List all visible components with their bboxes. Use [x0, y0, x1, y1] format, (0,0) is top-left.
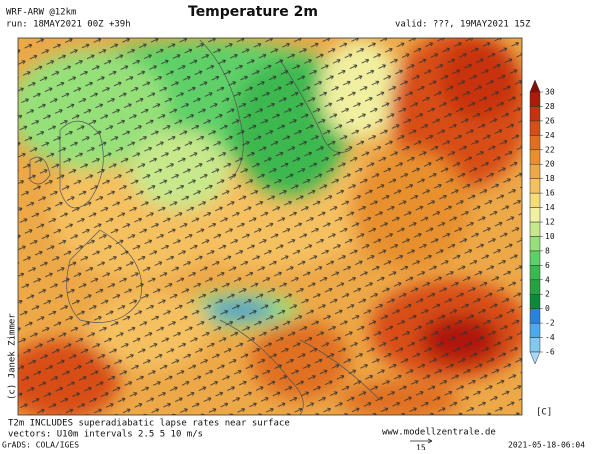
colorbar-tick-label: 18: [545, 174, 555, 183]
colorbar-tick-label: 24: [545, 131, 555, 140]
map-title: Temperature 2m: [188, 4, 318, 20]
colorbar-segment: [529, 279, 541, 295]
wind-vectors: [18, 38, 522, 415]
colorbar-tick-label: 26: [545, 116, 555, 125]
colorbar-segment: [529, 322, 541, 338]
website: www.modellzentrale.de: [382, 428, 496, 438]
credit: (c) Janek Zimmer: [8, 313, 18, 400]
colorbar-unit: [C]: [536, 408, 552, 418]
colorbar-segment: [529, 163, 541, 179]
colorbar-tick-label: 14: [545, 203, 555, 212]
colorbar-tick-label: 28: [545, 102, 555, 111]
colorbar-tick-label: -4: [545, 333, 555, 342]
run-label: run: 18MAY2021 00Z +39h: [6, 20, 131, 30]
colorbar-tick-label: 16: [545, 189, 555, 198]
colorbar-tick-label: 20: [545, 160, 555, 169]
colorbar-segment: [529, 192, 541, 208]
colorbar-segment: [529, 236, 541, 252]
colorbar-segment: [529, 135, 541, 151]
colorbar-segment: [529, 91, 541, 107]
colorbar-segment: [529, 250, 541, 266]
timestamp: 2021-05-18-06:04: [508, 441, 585, 450]
colorbar-tick-label: 10: [545, 232, 555, 241]
map-area: [18, 38, 522, 415]
colorbar-segment: [529, 120, 541, 136]
colorbar-tick-label: -6: [545, 348, 555, 357]
colorbar-segment: [529, 308, 541, 324]
colorbar-tick-label: 6: [545, 261, 550, 270]
footer-vectors: vectors: U10m intervals 2.5 5 10 m/s: [8, 430, 203, 440]
colorbar-tick-label: 22: [545, 145, 555, 154]
colorbar-segment: [529, 149, 541, 165]
colorbar-tick-label: 0: [545, 304, 550, 313]
colorbar-segment: [529, 221, 541, 237]
grads-credit: GrADS: COLA/IGES: [2, 441, 79, 450]
colorbar-tick-label: 2: [545, 290, 550, 299]
map-frame: [17, 37, 523, 416]
colorbar-segment: [529, 106, 541, 122]
colorbar-low-triangle: [529, 351, 541, 365]
model-label: WRF-ARW @12km: [6, 8, 76, 18]
valid-label: valid: ???, 19MAY2021 15Z: [395, 20, 531, 30]
reference-arrow-head: [427, 438, 433, 444]
colorbar-high-triangle: [529, 79, 541, 93]
colorbar-segment: [529, 265, 541, 281]
footer-note: T2m INCLUDES superadiabatic lapse rates …: [8, 419, 290, 429]
reference-vector-label: 15: [416, 444, 426, 451]
colorbar-segment: [529, 293, 541, 309]
colorbar-tick-label: 8: [545, 246, 550, 255]
colorbar-tick-label: -2: [545, 319, 555, 328]
colorbar-segment: [529, 337, 541, 353]
colorbar-segment: [529, 207, 541, 223]
colorbar-segment: [529, 178, 541, 194]
colorbar-tick-label: 12: [545, 218, 555, 227]
colorbar-tick-label: 4: [545, 275, 550, 284]
colorbar-tick-label: 30: [545, 88, 555, 97]
